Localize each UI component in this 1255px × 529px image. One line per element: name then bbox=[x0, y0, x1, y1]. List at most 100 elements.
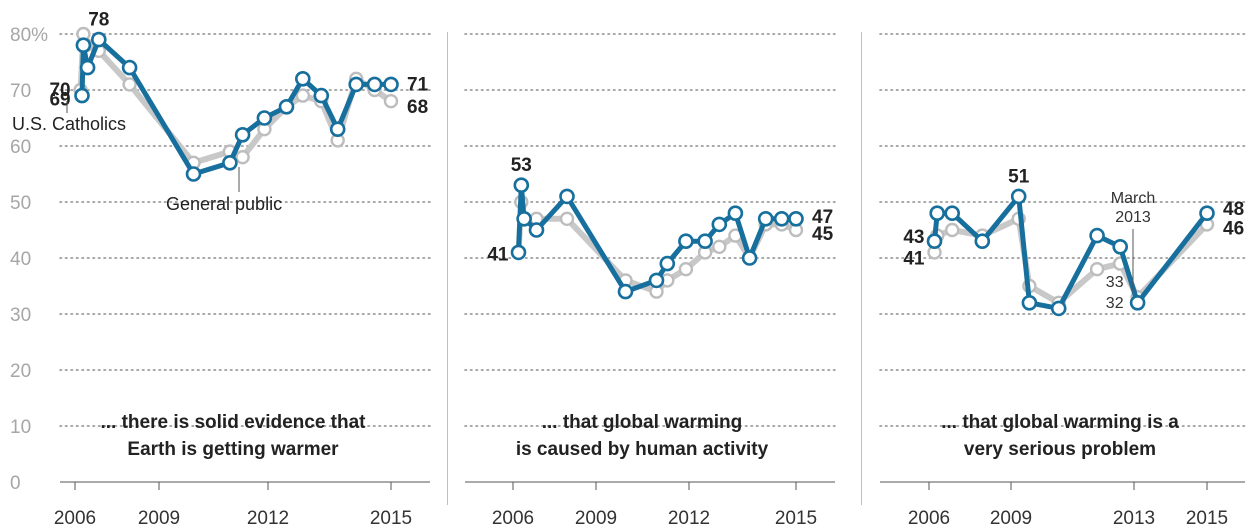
catholics-point bbox=[222, 155, 238, 171]
catholics-point bbox=[1021, 294, 1038, 311]
series-label-public: General public bbox=[166, 194, 282, 214]
x-tick-label: 2006 bbox=[492, 508, 534, 529]
catholics-line bbox=[79, 37, 394, 177]
public-point bbox=[945, 222, 960, 238]
panel-title: Earth is getting warmer bbox=[127, 439, 339, 460]
x-tick-label: 2009 bbox=[138, 508, 180, 529]
catholics-point bbox=[559, 188, 575, 205]
public-line bbox=[77, 31, 394, 166]
panel-title: ... that global warming is a bbox=[941, 412, 1179, 433]
y-tick-label: 50 bbox=[10, 193, 31, 214]
panel-title: ... that global warming bbox=[542, 412, 743, 433]
y-tick-label: 30 bbox=[10, 305, 31, 326]
catholics-point bbox=[513, 177, 530, 193]
catholics-point bbox=[256, 110, 273, 126]
catholics-point bbox=[121, 59, 138, 76]
catholics-point bbox=[234, 127, 251, 143]
data-label: 45 bbox=[812, 224, 834, 245]
x-tick-label: 2009 bbox=[575, 508, 617, 529]
catholics-point bbox=[727, 205, 744, 221]
catholics-point bbox=[1010, 188, 1027, 205]
catholics-point bbox=[697, 233, 713, 249]
catholics-point bbox=[75, 37, 92, 54]
data-label: 41 bbox=[487, 244, 509, 265]
catholics-point bbox=[1112, 239, 1128, 255]
y-tick-label: 10 bbox=[10, 417, 31, 438]
catholics-point bbox=[678, 233, 694, 249]
catholics-point bbox=[659, 255, 676, 272]
data-label: 47 bbox=[812, 207, 833, 228]
catholics-point bbox=[528, 222, 545, 238]
march-2013-label: March bbox=[1111, 190, 1155, 207]
catholics-point bbox=[348, 76, 365, 93]
march-2013-label: 2013 bbox=[1115, 209, 1151, 226]
data-label: 71 bbox=[407, 74, 429, 95]
catholics-point bbox=[617, 283, 634, 300]
public-point bbox=[383, 93, 399, 109]
public-point bbox=[235, 149, 250, 165]
public-point bbox=[678, 262, 694, 277]
y-tick-label: 20 bbox=[10, 361, 31, 382]
public-point bbox=[712, 239, 727, 255]
catholics-line bbox=[516, 182, 799, 295]
y-tick-label: 60 bbox=[10, 137, 31, 158]
panel-title: ... there is solid evidence that bbox=[100, 412, 366, 433]
y-tick-label: 80% bbox=[10, 25, 48, 46]
catholics-point bbox=[1199, 205, 1215, 221]
panel-title: very serious problem bbox=[964, 439, 1156, 460]
data-label: 48 bbox=[1223, 199, 1244, 220]
catholics-point bbox=[1089, 227, 1105, 244]
x-tick-label: 2006 bbox=[908, 508, 950, 529]
public-point bbox=[1089, 262, 1105, 277]
x-tick-label: 2015 bbox=[775, 508, 817, 529]
catholics-point bbox=[1050, 300, 1067, 317]
data-label: 51 bbox=[1008, 166, 1030, 187]
catholics-point bbox=[788, 211, 804, 227]
data-label: 43 bbox=[903, 227, 924, 248]
public-point bbox=[122, 77, 137, 92]
public-point bbox=[559, 211, 575, 227]
catholics-point bbox=[773, 211, 790, 227]
catholics-point bbox=[711, 216, 728, 233]
x-tick-label: 2006 bbox=[54, 508, 96, 529]
data-label: 70 bbox=[49, 80, 70, 101]
data-label: 68 bbox=[407, 97, 428, 118]
catholics-point bbox=[929, 205, 946, 221]
catholics-point bbox=[294, 71, 311, 87]
panel-title: is caused by human activity bbox=[516, 439, 769, 460]
y-tick-label: 0 bbox=[10, 473, 21, 494]
catholics-point bbox=[510, 244, 527, 261]
catholics-point bbox=[185, 166, 202, 182]
catholics-point bbox=[79, 59, 96, 76]
x-tick-label: 2012 bbox=[668, 508, 710, 529]
data-label: 33 bbox=[1106, 274, 1124, 291]
catholics-point bbox=[741, 250, 758, 266]
x-tick-label: 2015 bbox=[370, 508, 412, 529]
x-tick-label: 2012 bbox=[247, 508, 289, 529]
y-tick-label: 40 bbox=[10, 249, 31, 270]
data-label: 32 bbox=[1106, 295, 1124, 312]
catholics-point bbox=[944, 205, 961, 221]
catholics-point bbox=[313, 87, 330, 104]
catholics-point bbox=[366, 76, 383, 93]
y-tick-label: 70 bbox=[10, 81, 31, 102]
x-tick-label: 2009 bbox=[990, 508, 1032, 529]
x-tick-label: 2015 bbox=[1186, 508, 1228, 529]
x-tick-label: 2013 bbox=[1113, 508, 1155, 529]
catholics-point bbox=[91, 31, 107, 48]
data-label: 78 bbox=[88, 10, 109, 31]
catholics-point bbox=[516, 211, 532, 227]
catholics-point bbox=[278, 99, 295, 115]
data-label: 41 bbox=[903, 248, 925, 269]
catholics-point bbox=[648, 272, 665, 289]
public-point bbox=[295, 88, 310, 103]
catholics-point bbox=[329, 121, 346, 137]
catholics-point bbox=[383, 76, 399, 93]
catholics-point bbox=[1129, 294, 1146, 311]
series-label-catholics: U.S. Catholics bbox=[12, 114, 126, 134]
data-label: 53 bbox=[511, 155, 532, 176]
catholics-point bbox=[926, 233, 943, 249]
catholics-point bbox=[757, 211, 774, 227]
catholics-point bbox=[74, 87, 90, 104]
